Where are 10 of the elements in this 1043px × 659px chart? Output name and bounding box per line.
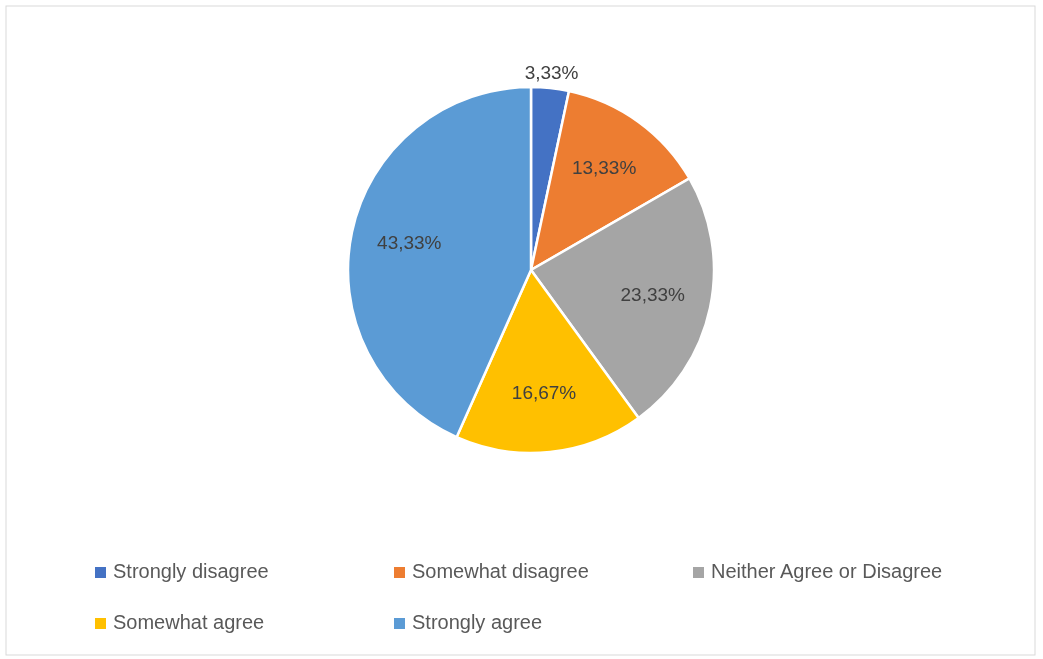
- legend-label: Somewhat disagree: [412, 560, 589, 583]
- data-label: 13,33%: [571, 157, 637, 179]
- legend-label: Strongly disagree: [113, 560, 269, 583]
- data-label: 3,33%: [524, 62, 579, 84]
- data-label: 16,67%: [511, 381, 577, 403]
- legend-label: Strongly agree: [412, 611, 543, 634]
- legend-label: Neither Agree or Disagree: [711, 560, 943, 583]
- data-label: 43,33%: [377, 232, 442, 254]
- data-label: 23,33%: [620, 283, 686, 305]
- legend-label: Somewhat agree: [113, 611, 265, 634]
